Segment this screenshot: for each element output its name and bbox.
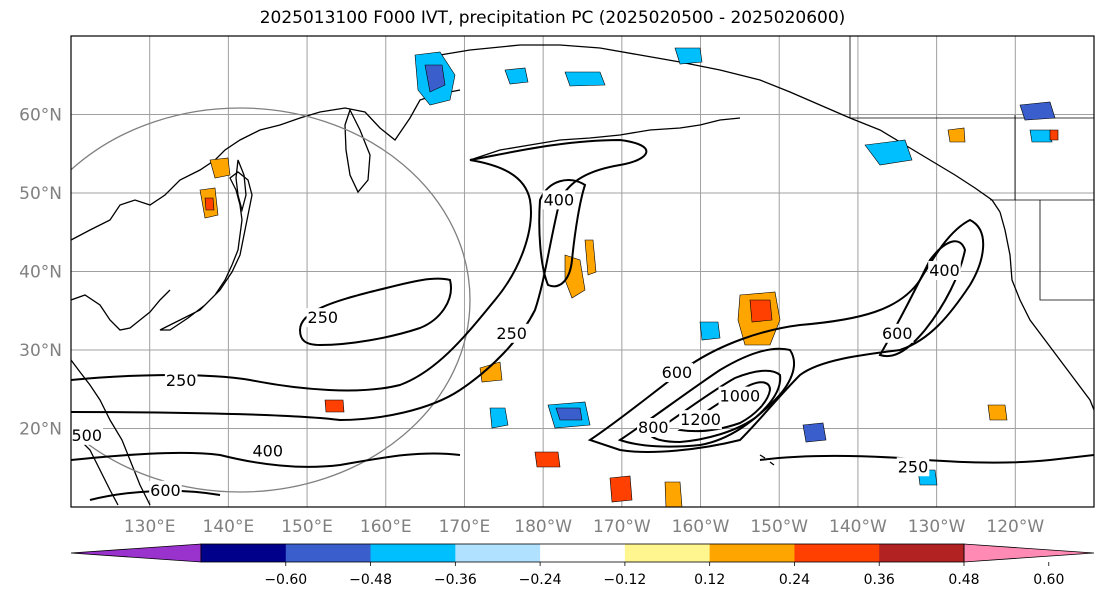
contour-label-bg [251, 441, 285, 461]
map-frame [70, 35, 1095, 508]
lon-label: 150°E [281, 517, 333, 537]
colorbar-tick-label: 0.48 [948, 572, 979, 588]
contour-label: 250 [898, 457, 929, 476]
colorbar-tick-label: 0.60 [1033, 572, 1064, 588]
contour-label: 250 [308, 308, 339, 327]
colorbar-segment [624, 544, 711, 562]
contour-label: 1200 [680, 410, 721, 429]
lon-label: 130°W [908, 517, 966, 537]
contour-label: 400 [544, 190, 575, 209]
contour-label-bg [928, 261, 961, 280]
contour-label-bg [306, 308, 340, 328]
lat-label: 50°N [19, 184, 62, 204]
colorbar-segment [285, 544, 372, 562]
lon-label: 150°W [750, 517, 808, 537]
contour-label-bg [880, 323, 914, 343]
contour-label: 250 [496, 324, 527, 343]
colorbar-tick-label: −0.12 [603, 572, 646, 588]
colorbar-tick-label: 0.12 [694, 572, 725, 588]
lon-label: 160°E [360, 517, 412, 537]
range-circle [71, 107, 471, 493]
colorbar-tick-label: −0.60 [264, 572, 307, 588]
contour-label-bg [896, 457, 930, 477]
lon-label: 170°E [439, 517, 491, 537]
contour-label: 500 [71, 426, 102, 445]
contour-label-bg [637, 418, 670, 437]
contour-label-bg [164, 370, 198, 390]
colorbar-segment [709, 544, 795, 562]
contour-label: 1000 [720, 387, 761, 406]
contour-label: 800 [638, 418, 669, 437]
precip-patches [199, 47, 1059, 507]
colorbar-frame [200, 543, 965, 563]
colorbar-tick-label: 0.24 [779, 572, 810, 588]
colorbar-segment [794, 544, 880, 562]
colorbar-segment [455, 544, 541, 562]
colorbar-segment [370, 544, 456, 562]
contour-label-bg [71, 425, 104, 445]
lat-label: 20°N [19, 420, 62, 440]
contour-label-bg [495, 323, 528, 343]
lon-label: 120°W [986, 517, 1044, 537]
contour-label-bg [660, 363, 694, 383]
contour-label-bg [718, 386, 762, 406]
contour-label-bg [542, 190, 576, 210]
lon-label: 160°W [672, 517, 730, 537]
colorbar-tick-label: −0.48 [349, 572, 392, 588]
colorbar-tick-label: −0.36 [434, 572, 477, 588]
colorbar-segment [201, 544, 287, 562]
contour-label-bg [679, 410, 722, 430]
map-title: 2025013100 F000 IVT, precipitation PC (2… [259, 8, 846, 28]
contour-label: 600 [662, 363, 693, 382]
lat-label: 40°N [19, 263, 62, 283]
contour-label: 400 [252, 442, 283, 461]
colorbar-extend-low [70, 543, 202, 563]
colorbar-segment [540, 544, 626, 562]
contour-label: 250 [166, 371, 197, 390]
coastlines [71, 44, 1094, 506]
lon-label: 140°E [203, 517, 255, 537]
colorbar-extend-high [963, 543, 1095, 563]
contour-label-bg [149, 480, 182, 500]
contour-label: 600 [882, 324, 913, 343]
lon-label: 180°W [514, 517, 572, 537]
lon-label: 140°W [829, 517, 887, 537]
colorbar-tick-label: −0.24 [519, 572, 562, 588]
colorbar: −0.60 −0.48 −0.36 −0.24 −0.12 0.12 0.24 0.36 0.4… [70, 543, 1095, 588]
ivt-contours [71, 138, 1094, 501]
lat-label: 30°N [19, 341, 62, 361]
colorbar-segment [879, 544, 965, 562]
contour-label: 600 [150, 481, 181, 500]
contour-label: 400 [929, 261, 960, 280]
colorbar-tick-label: 0.36 [864, 572, 895, 588]
lon-label: 130°E [124, 517, 176, 537]
lon-label: 170°W [593, 517, 651, 537]
lat-label: 60°N [19, 106, 62, 126]
